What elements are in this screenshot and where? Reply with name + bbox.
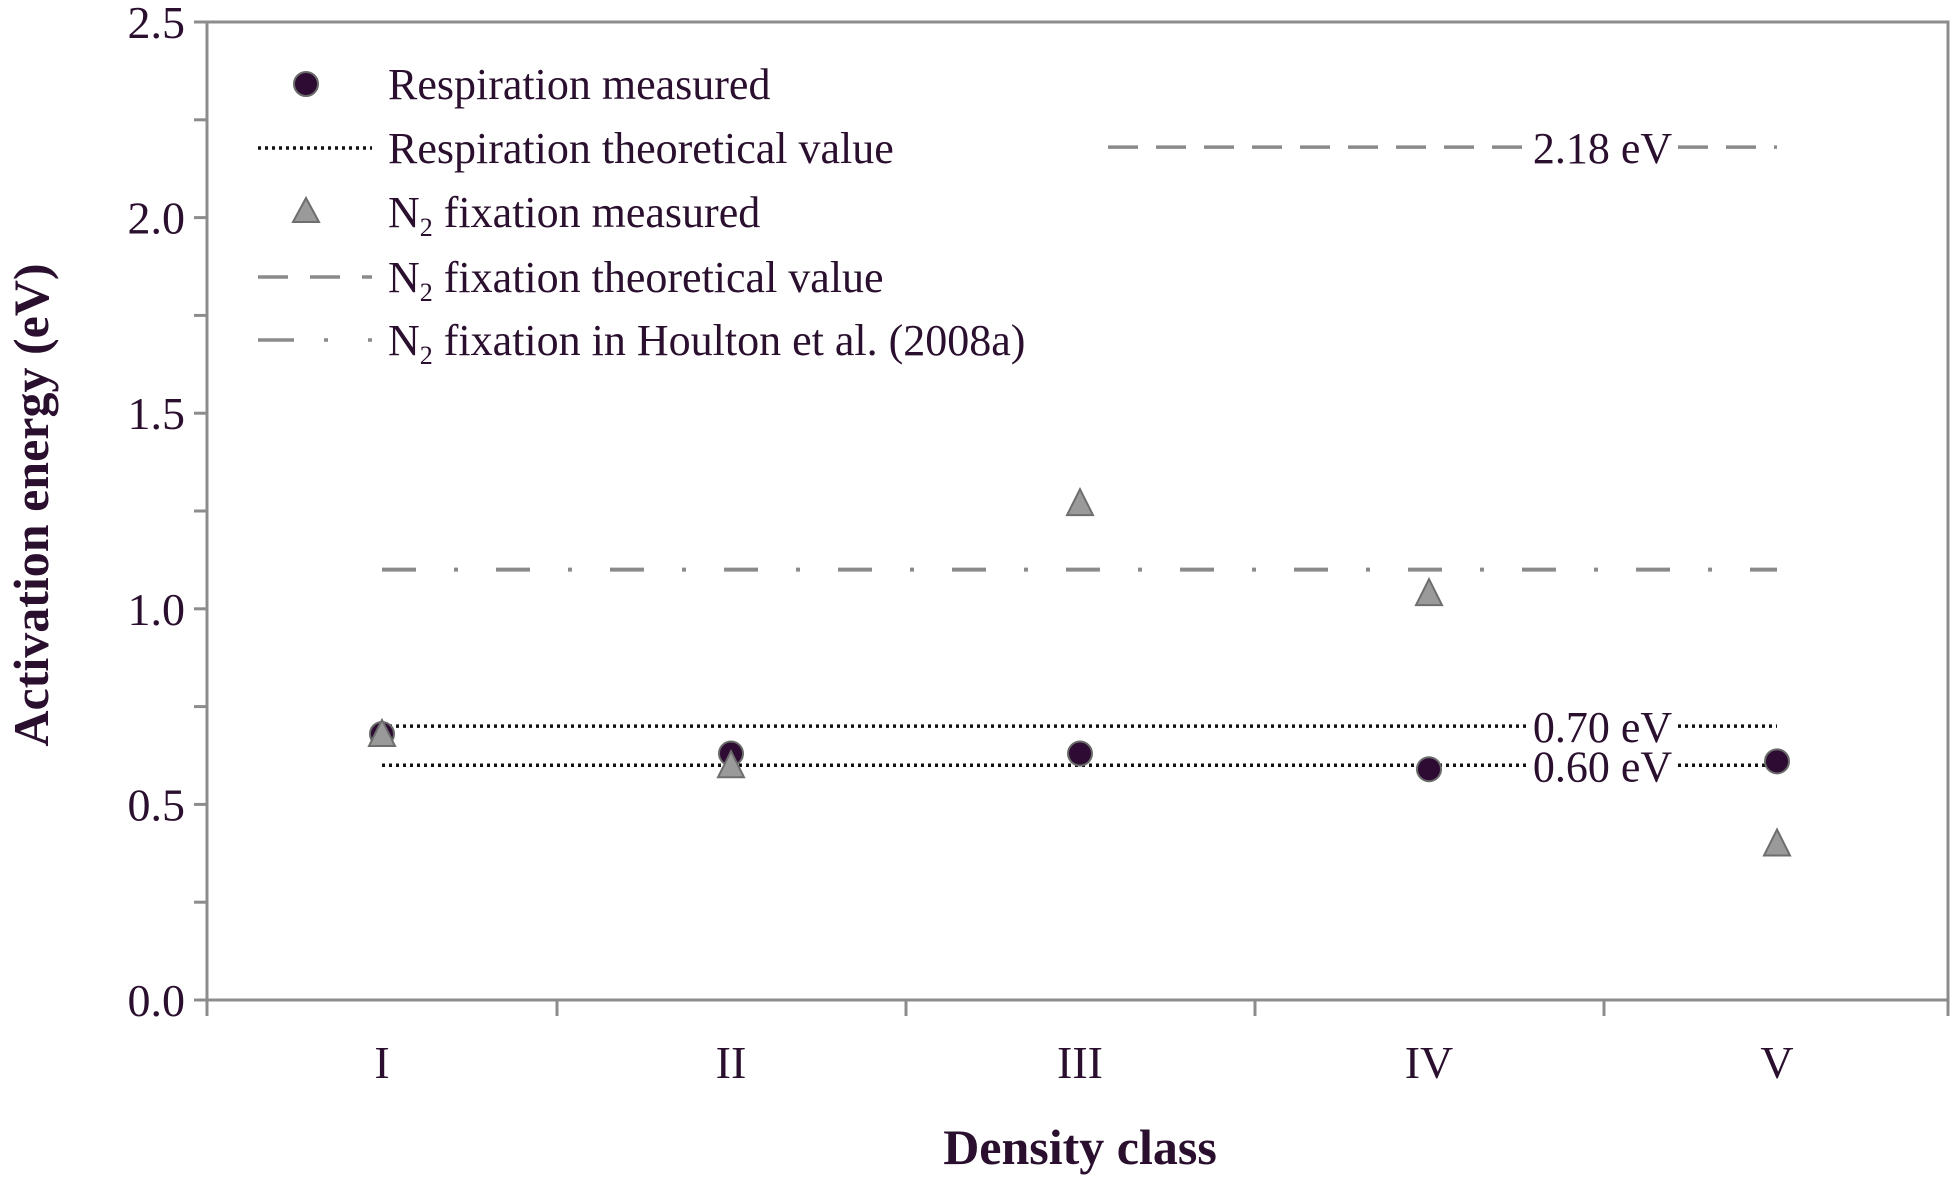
x-tick-label: IV <box>1405 1037 1454 1088</box>
respiration-point <box>1067 740 1093 767</box>
legend-label: N2 fixation in Houlton et al. (2008a) <box>388 316 1025 370</box>
y-tick-label: 2.5 <box>128 0 186 48</box>
legend-label: N2 fixation theoretical value <box>388 253 884 307</box>
x-tick-label: V <box>1760 1037 1793 1088</box>
legend-label: Respiration theoretical value <box>388 124 894 173</box>
reference-line-label: 2.18 eV <box>1533 124 1673 173</box>
reference-line-label: 0.60 eV <box>1533 742 1673 791</box>
legend: Respiration measured Respiration theoreti… <box>258 60 1025 370</box>
y-tick-label: 1.0 <box>128 584 186 635</box>
y-tick-label: 2.0 <box>128 193 186 244</box>
y-tick-label: 0.0 <box>128 975 186 1026</box>
x-tick-label: I <box>374 1037 389 1088</box>
x-tick-label: II <box>716 1037 747 1088</box>
n2-fixation-point <box>367 717 397 747</box>
legend-label: Respiration measured <box>388 60 770 109</box>
n2-fixation-point <box>1762 827 1792 857</box>
n2-fixation-point <box>1414 576 1444 607</box>
n2-fixation-point <box>1065 486 1095 517</box>
respiration-point <box>1416 756 1442 783</box>
data-points <box>367 486 1792 857</box>
y-tick-label: 1.5 <box>128 388 186 439</box>
reference-lines: 0.70 eV0.60 eV 2.18 eV <box>382 124 1777 791</box>
legend-circle-marker <box>293 71 319 97</box>
reference-line-label: 0.70 eV <box>1533 703 1673 752</box>
n2-fixation-point <box>716 749 746 779</box>
y-tick-label: 0.5 <box>128 779 186 830</box>
respiration-point <box>1764 748 1790 775</box>
x-axis-ticks: I II III IV V <box>205 1000 1950 1088</box>
y-axis-title: Activation energy (eV) <box>3 263 59 746</box>
x-axis-title: Density class <box>943 1119 1217 1175</box>
y-axis-ticks: 0.0 0.5 1.0 1.5 2.0 2.5 <box>128 0 207 1026</box>
legend-label: N2 fixation measured <box>388 188 760 242</box>
x-tick-label: III <box>1057 1037 1103 1088</box>
legend-triangle-marker <box>291 195 321 223</box>
